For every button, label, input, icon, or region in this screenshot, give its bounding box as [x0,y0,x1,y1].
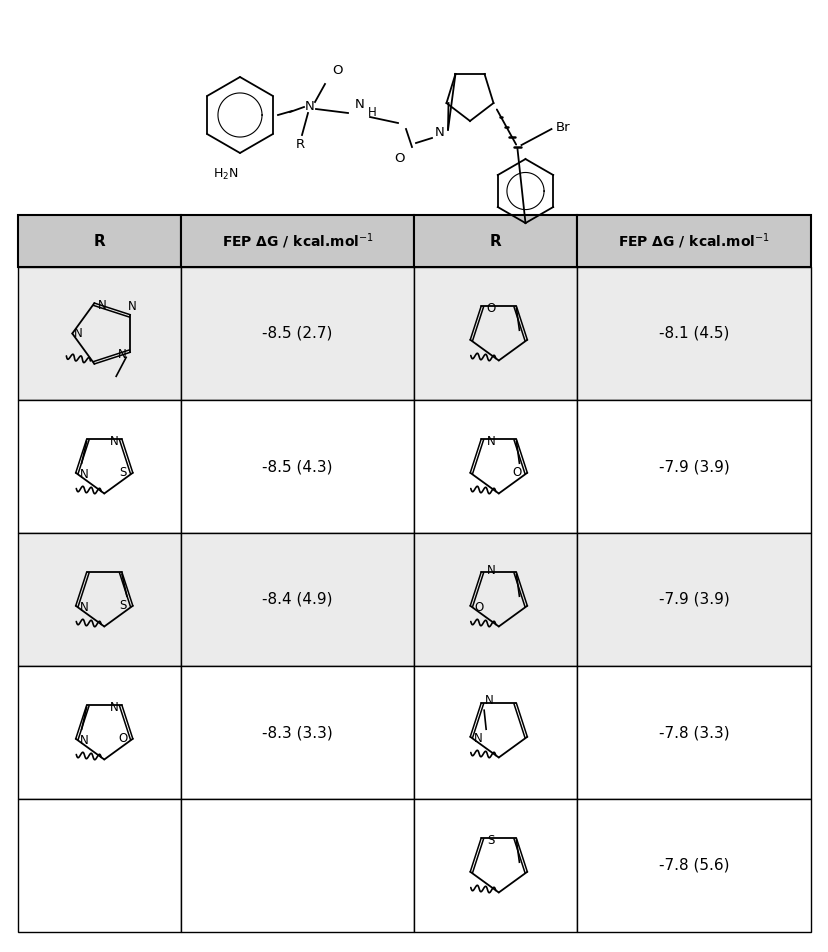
Text: N: N [128,300,137,313]
Text: N: N [354,98,364,111]
Text: -7.8 (3.3): -7.8 (3.3) [658,725,729,740]
Text: N: N [79,468,88,482]
Text: N: N [118,347,127,361]
Text: N: N [79,602,88,614]
Bar [18,400,181,533]
Text: -8.4 (4.9): -8.4 (4.9) [262,592,332,607]
Bar [18,215,181,267]
Text: N: N [74,327,83,340]
Bar [414,533,576,666]
Text: N: N [486,435,495,447]
Text: -7.9 (3.9): -7.9 (3.9) [658,592,729,607]
Bar [576,267,810,400]
Bar [414,400,576,533]
Text: FEP ΔG / kcal.mol$^{-1}$: FEP ΔG / kcal.mol$^{-1}$ [221,231,373,250]
Bar [414,215,576,267]
Text: R: R [295,138,304,151]
Bar [414,267,576,400]
Text: H: H [367,106,376,118]
Text: -8.5 (4.3): -8.5 (4.3) [262,459,332,474]
Text: S: S [119,599,127,612]
Text: O: O [332,65,343,77]
Text: -8.5 (2.7): -8.5 (2.7) [262,326,332,341]
Text: O: O [394,152,405,166]
Text: O: O [486,302,495,315]
Text: O: O [512,466,522,479]
Text: R: R [94,233,105,248]
Text: Br: Br [555,121,570,133]
Text: -8.3 (3.3): -8.3 (3.3) [262,725,333,740]
Bar [181,400,414,533]
Bar [18,267,181,400]
Bar [576,400,810,533]
Text: H$_2$N: H$_2$N [213,167,238,182]
Text: -8.1 (4.5): -8.1 (4.5) [658,326,729,341]
Bar [414,799,576,932]
Bar [18,799,181,932]
Bar [18,533,181,666]
Text: -7.8 (5.6): -7.8 (5.6) [658,858,729,873]
Text: N: N [435,127,445,140]
Text: N: N [305,101,315,113]
Text: O: O [118,732,128,745]
Bar [18,666,181,799]
Bar [181,215,414,267]
Bar [181,267,414,400]
Bar [181,799,414,932]
Text: N: N [486,564,495,577]
Bar [576,799,810,932]
Text: S: S [119,466,127,479]
Text: N: N [474,732,482,745]
Text: N: N [109,435,118,447]
Bar [576,533,810,666]
Bar [181,533,414,666]
Text: FEP ΔG / kcal.mol$^{-1}$: FEP ΔG / kcal.mol$^{-1}$ [618,231,769,250]
Text: N: N [484,694,493,706]
Bar [576,215,810,267]
Text: N: N [98,299,107,311]
Text: O: O [474,602,484,614]
Bar [576,666,810,799]
Text: S: S [487,834,494,846]
Text: N: N [109,701,118,714]
Text: N: N [79,734,88,747]
Text: R: R [489,233,501,248]
Bar [181,666,414,799]
Text: -7.9 (3.9): -7.9 (3.9) [658,459,729,474]
Bar [414,666,576,799]
